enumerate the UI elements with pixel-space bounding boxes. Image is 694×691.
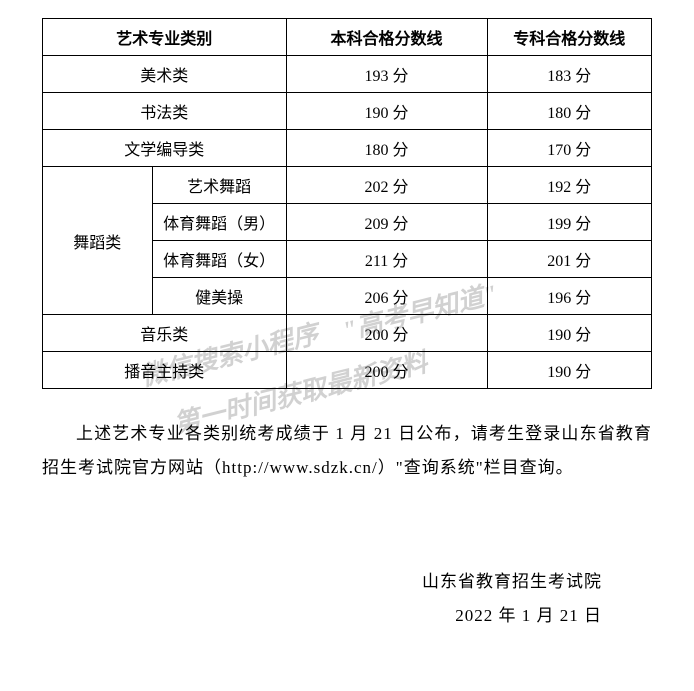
table-row: 音乐类 200 分 190 分	[43, 315, 652, 352]
cell-zhuanke: 170 分	[487, 130, 651, 167]
table-row: 舞蹈类 艺术舞蹈 202 分 192 分	[43, 167, 652, 204]
cell-zhuanke: 199 分	[487, 204, 651, 241]
cell-benke: 193 分	[286, 56, 487, 93]
cell-benke: 211 分	[286, 241, 487, 278]
cell-category: 播音主持类	[43, 352, 287, 389]
cell-zhuanke: 180 分	[487, 93, 651, 130]
score-table: 艺术专业类别 本科合格分数线 专科合格分数线 美术类 193 分 183 分 书…	[42, 18, 652, 389]
table-row: 书法类 190 分 180 分	[43, 93, 652, 130]
cell-benke: 202 分	[286, 167, 487, 204]
cell-category: 文学编导类	[43, 130, 287, 167]
table-row: 播音主持类 200 分 190 分	[43, 352, 652, 389]
header-benke: 本科合格分数线	[286, 19, 487, 56]
cell-benke: 209 分	[286, 204, 487, 241]
cell-benke: 200 分	[286, 352, 487, 389]
cell-zhuanke: 196 分	[487, 278, 651, 315]
cell-zhuanke: 190 分	[487, 315, 651, 352]
signature-block: 山东省教育招生考试院 2022 年 1 月 21 日	[42, 565, 652, 633]
table-row: 美术类 193 分 183 分	[43, 56, 652, 93]
cell-benke: 206 分	[286, 278, 487, 315]
cell-subname: 艺术舞蹈	[152, 167, 286, 204]
cell-benke: 200 分	[286, 315, 487, 352]
header-zhuanke: 专科合格分数线	[487, 19, 651, 56]
table-row: 文学编导类 180 分 170 分	[43, 130, 652, 167]
signature-date: 2022 年 1 月 21 日	[42, 599, 602, 633]
cell-subname: 体育舞蹈（女）	[152, 241, 286, 278]
header-category: 艺术专业类别	[43, 19, 287, 56]
cell-subname: 健美操	[152, 278, 286, 315]
body-paragraph: 上述艺术专业各类别统考成绩于 1 月 21 日公布，请考生登录山东省教育招生考试…	[42, 417, 652, 485]
cell-category: 书法类	[43, 93, 287, 130]
table-header-row: 艺术专业类别 本科合格分数线 专科合格分数线	[43, 19, 652, 56]
cell-zhuanke: 192 分	[487, 167, 651, 204]
cell-zhuanke: 190 分	[487, 352, 651, 389]
cell-zhuanke: 201 分	[487, 241, 651, 278]
cell-zhuanke: 183 分	[487, 56, 651, 93]
cell-category: 美术类	[43, 56, 287, 93]
cell-dance-group: 舞蹈类	[43, 167, 153, 315]
signature-org: 山东省教育招生考试院	[42, 565, 602, 599]
cell-category: 音乐类	[43, 315, 287, 352]
cell-benke: 190 分	[286, 93, 487, 130]
cell-subname: 体育舞蹈（男）	[152, 204, 286, 241]
cell-benke: 180 分	[286, 130, 487, 167]
